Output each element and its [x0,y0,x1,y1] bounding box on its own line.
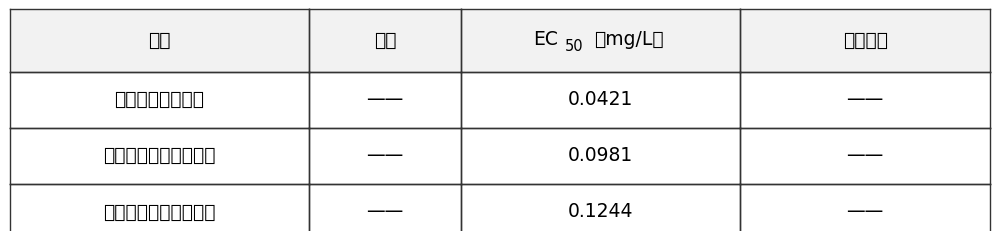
Text: 吡唑醚菌酯（简称吡）: 吡唑醚菌酯（简称吡） [103,202,216,222]
Bar [740,128,990,184]
Text: 叶菌唑（简称叶）: 叶菌唑（简称叶） [114,90,204,109]
Bar [461,72,740,128]
Text: 0.1244: 0.1244 [568,202,633,222]
Text: ——: —— [366,202,403,222]
Text: 药剂: 药剂 [148,31,171,50]
Bar [10,184,309,231]
Bar [461,184,740,231]
Text: ——: —— [366,90,403,109]
Text: 50: 50 [565,39,584,54]
Bar [740,72,990,128]
Bar [10,72,309,128]
Text: ——: —— [366,146,403,165]
Text: 氟唑菌酰胺（简称氟）: 氟唑菌酰胺（简称氟） [103,146,216,165]
Bar [740,184,990,231]
Bar [740,9,990,72]
Text: 配比: 配比 [374,31,396,50]
Bar [10,9,309,72]
Text: EC: EC [533,30,558,49]
Bar [309,9,461,72]
Bar [461,128,740,184]
Bar [309,184,461,231]
Text: ——: —— [846,90,884,109]
Text: ——: —— [846,146,884,165]
Text: 共毒系数: 共毒系数 [843,31,888,50]
Bar [461,9,740,72]
Bar [309,128,461,184]
Text: ——: —— [846,202,884,222]
Text: 0.0421: 0.0421 [568,90,633,109]
Text: 0.0981: 0.0981 [568,146,633,165]
Bar [309,72,461,128]
Text: （mg/L）: （mg/L） [594,30,663,49]
Bar [10,128,309,184]
